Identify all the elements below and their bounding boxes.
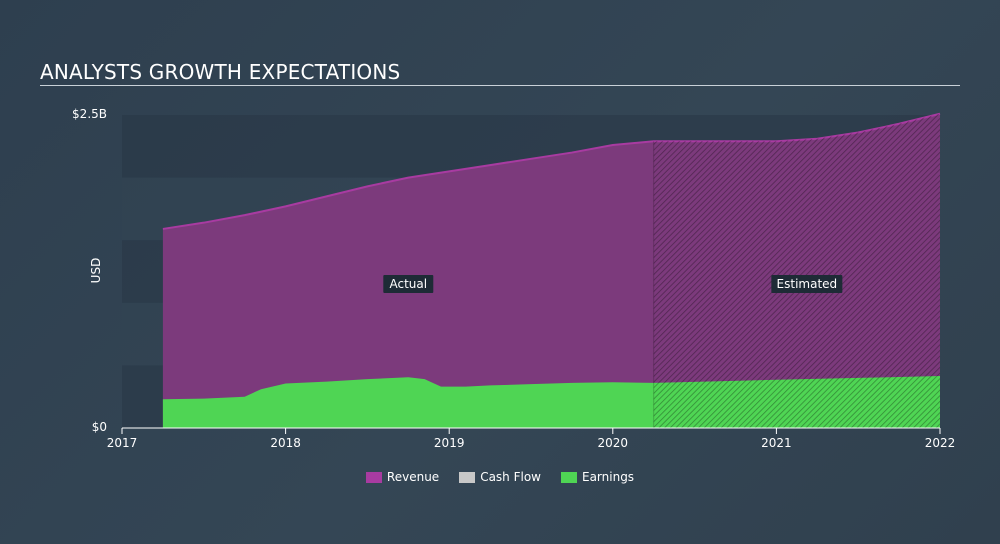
legend-label-earnings: Earnings xyxy=(581,470,635,484)
annotations: Actual Estimated xyxy=(383,275,843,293)
y-tick-label: $2.5B xyxy=(72,107,107,121)
x-tick-label: 2019 xyxy=(434,436,465,450)
legend-swatch-revenue xyxy=(365,471,382,483)
actual-label: Actual xyxy=(383,275,434,293)
actual-label-bg xyxy=(383,275,434,293)
y-tick-label: $0 xyxy=(92,420,107,434)
x-tick-label: 2022 xyxy=(925,436,956,450)
legend-swatch-earnings xyxy=(560,471,577,483)
x-tick-label: 2017 xyxy=(107,436,138,450)
actual-label-text: Actual xyxy=(390,277,428,291)
legend: Revenue Cash Flow Earnings xyxy=(0,470,1000,484)
chart-title: ANALYSTS GROWTH EXPECTATIONS xyxy=(40,60,401,84)
legend-label-cash-flow: Cash Flow xyxy=(480,470,541,484)
estimated-hatch xyxy=(653,113,940,429)
x-tick-label: 2021 xyxy=(761,436,792,450)
estimated-hatch-area xyxy=(653,113,940,429)
x-tick-label: 2018 xyxy=(270,436,301,450)
x-tick-label: 2020 xyxy=(598,436,629,450)
estimated-label-text: Estimated xyxy=(777,277,838,291)
legend-item-cash-flow[interactable]: Cash Flow xyxy=(459,470,541,484)
title-divider xyxy=(40,85,960,86)
estimated-label-bg xyxy=(771,275,843,293)
legend-label-revenue: Revenue xyxy=(386,470,440,484)
legend-item-revenue[interactable]: Revenue xyxy=(365,470,440,484)
legend-item-earnings[interactable]: Earnings xyxy=(560,470,635,484)
estimated-label: Estimated xyxy=(771,275,843,293)
revenue-line xyxy=(162,112,941,230)
y-axis-label: USD xyxy=(89,258,103,284)
axes: 2017 2018 2019 2020 2021 2022 $0 $2.5B USD xyxy=(72,107,955,450)
legend-swatch-cash-flow xyxy=(459,471,476,483)
